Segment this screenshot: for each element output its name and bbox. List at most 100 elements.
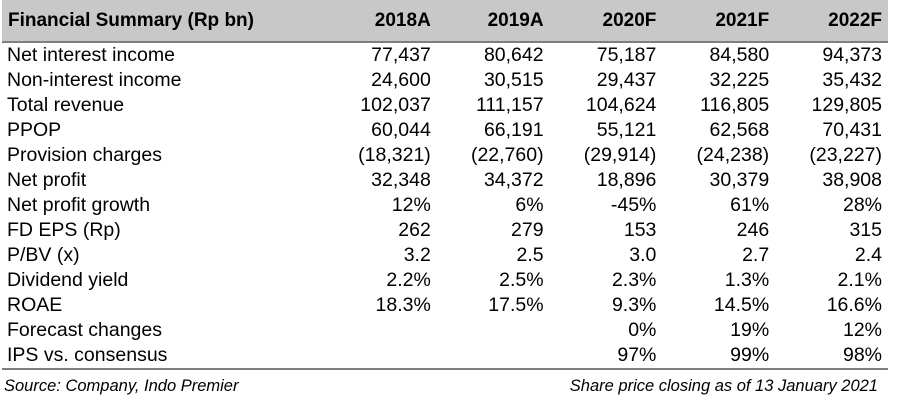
- table-cell: 18.3%: [375, 294, 431, 316]
- table-cell: 34,372: [483, 169, 544, 191]
- table-cell: (18,321): [358, 144, 431, 166]
- table-cell: 77,437: [371, 44, 431, 66]
- row-label: PPOP: [7, 119, 62, 141]
- table-cell: 2.3%: [611, 269, 657, 291]
- row-label: Forecast changes: [7, 319, 163, 341]
- table-cell: 80,642: [483, 44, 544, 66]
- table-cell: 2.4: [854, 244, 882, 266]
- table-row: Net profit 32,348 34,372 18,896 30,379 38,908: [2, 168, 888, 193]
- table-cell: [437, 318, 550, 343]
- table-cell: (22,760): [470, 144, 544, 166]
- table-cell: 16.6%: [826, 294, 882, 316]
- table-cell: 2.1%: [837, 269, 882, 291]
- row-label: Non-interest income: [7, 69, 182, 91]
- table-cell: 3.0: [629, 244, 657, 266]
- table-cell: 35,432: [822, 69, 882, 91]
- table-cell: 6%: [515, 194, 544, 216]
- table-cell: 75,187: [596, 44, 657, 66]
- table-cell: 32,348: [371, 169, 431, 191]
- row-label: Net profit growth: [7, 194, 151, 216]
- table-cell: 12%: [391, 194, 431, 216]
- table-title: Financial Summary (Rp bn): [2, 0, 324, 43]
- table-cell: 315: [849, 219, 882, 241]
- row-label: IPS vs. consensus: [2, 343, 324, 370]
- table-row: ROAE 18.3% 17.5% 9.3% 14.5% 16.6%: [2, 293, 888, 318]
- column-header: 2020F: [549, 0, 663, 43]
- table-cell: 30,515: [483, 69, 544, 91]
- table-row: Net profit growth 12% 6% -45% 61% 28%: [2, 193, 888, 218]
- table-row: Net interest income 77,437 80,642 75,187 84,…: [2, 42, 888, 68]
- price-date-note: Share price closing as of 13 January 202…: [569, 377, 878, 395]
- column-header: 2019A: [436, 0, 550, 43]
- row-label: Provision charges: [7, 144, 162, 166]
- table-cell: 29,437: [596, 69, 657, 91]
- table-row: IPS vs. consensus 97% 99% 98%: [2, 343, 888, 370]
- column-header: 2021F: [662, 0, 776, 43]
- table-footer: Source: Company, Indo Premier Share pric…: [0, 375, 886, 399]
- table-cell: 18,896: [596, 169, 657, 191]
- financial-summary-table: Financial Summary (Rp bn) 2018A 2019A 20…: [2, 0, 888, 370]
- table-cell: 111,157: [476, 94, 544, 116]
- table-row: Provision charges (18,321) (22,760) (29,914…: [2, 143, 888, 168]
- table-cell: 104,624: [585, 94, 657, 116]
- table-cell: 279: [511, 219, 544, 241]
- table-cell: 102,037: [360, 94, 431, 116]
- row-label: Net profit: [7, 169, 87, 191]
- table-cell: [324, 343, 437, 370]
- table-cell: -45%: [610, 194, 657, 216]
- table-cell: (29,914): [583, 144, 657, 166]
- table-cell: 30,379: [709, 169, 770, 191]
- table-cell: 55,121: [596, 119, 657, 141]
- table-cell: 24,600: [371, 69, 431, 91]
- table-cell: 12%: [842, 319, 882, 341]
- table-cell: 2.2%: [386, 269, 431, 291]
- table-cell: 94,373: [822, 44, 882, 66]
- table-cell: 84,580: [709, 44, 770, 66]
- table-cell: 19%: [730, 319, 770, 341]
- table-cell: 99%: [662, 343, 776, 370]
- row-label: P/BV (x): [7, 244, 80, 266]
- row-label: Total revenue: [7, 94, 125, 116]
- table-row: PPOP 60,044 66,191 55,121 62,568 70,431: [2, 118, 888, 143]
- column-header: 2018A: [324, 0, 437, 43]
- table-cell: 246: [736, 219, 770, 241]
- table-cell: 38,908: [822, 169, 882, 191]
- row-label: Net interest income: [7, 44, 175, 66]
- table-row: P/BV (x) 3.2 2.5 3.0 2.7 2.4: [2, 243, 888, 268]
- table-cell: 2.7: [742, 244, 770, 266]
- header-row: Financial Summary (Rp bn) 2018A 2019A 20…: [2, 0, 888, 43]
- table-cell: 129,805: [811, 94, 883, 116]
- table-cell: 61%: [730, 194, 770, 216]
- table-cell: 14.5%: [713, 294, 770, 316]
- table-cell: 2.5%: [499, 269, 544, 291]
- table-cell: 97%: [549, 343, 663, 370]
- table-row: FD EPS (Rp) 262 279 153 246 315: [2, 218, 888, 243]
- source-note: Source: Company, Indo Premier: [4, 377, 239, 395]
- row-label: FD EPS (Rp): [7, 219, 121, 241]
- row-label: ROAE: [7, 294, 63, 316]
- table-cell: 32,225: [709, 69, 770, 91]
- table-cell: 60,044: [371, 119, 431, 141]
- table-cell: (23,227): [809, 144, 882, 166]
- table-cell: 70,431: [822, 119, 882, 141]
- table-cell: 116,805: [700, 94, 770, 116]
- column-header: 2022F: [775, 0, 888, 43]
- table-cell: [324, 318, 437, 343]
- table-cell: 17.5%: [488, 294, 544, 316]
- table-cell: 62,568: [709, 119, 770, 141]
- table-cell: 66,191: [483, 119, 544, 141]
- table-cell: 2.5: [516, 244, 544, 266]
- table-cell: 262: [398, 219, 431, 241]
- table-cell: (24,238): [696, 144, 770, 166]
- table-cell: 28%: [842, 194, 882, 216]
- table-cell: 3.2: [403, 244, 431, 266]
- table-row: Forecast changes 0% 19% 12%: [2, 318, 888, 343]
- table-cell: 1.3%: [724, 269, 770, 291]
- table-cell: 0%: [628, 319, 657, 341]
- table-cell: 9.3%: [611, 294, 657, 316]
- table-cell: 153: [623, 219, 657, 241]
- table-cell: 98%: [775, 343, 888, 370]
- row-label: Dividend yield: [7, 269, 129, 291]
- table-cell: [436, 343, 550, 370]
